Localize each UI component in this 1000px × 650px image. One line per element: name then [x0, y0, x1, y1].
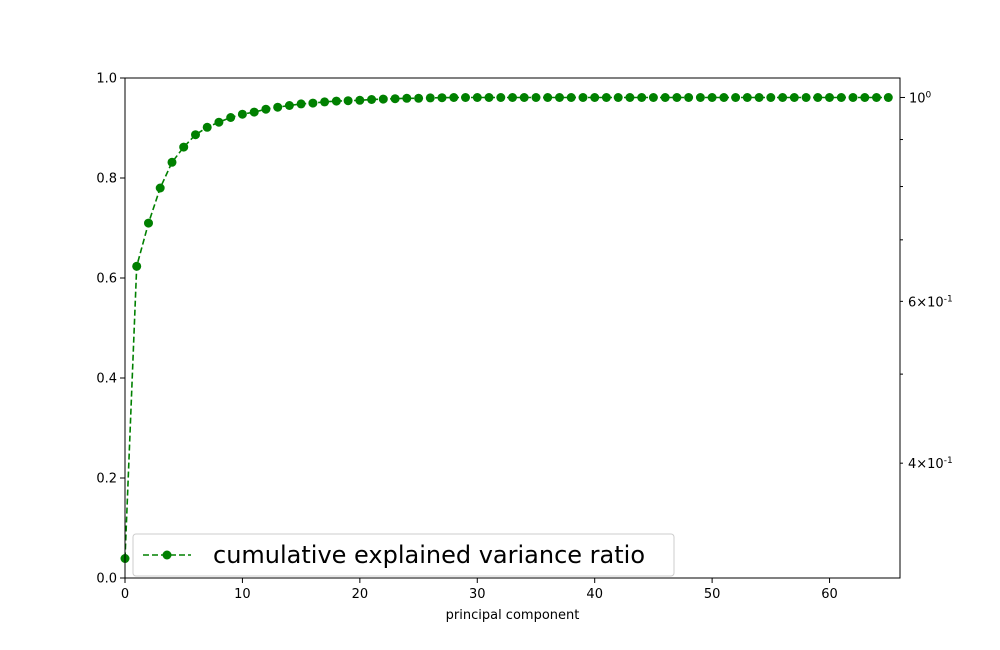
data-point — [273, 102, 283, 112]
data-point — [695, 93, 705, 102]
data-point — [367, 95, 377, 104]
secondary-y-minor-tick-label: 6×10-1 — [908, 294, 953, 310]
data-point — [789, 93, 799, 102]
data-point — [684, 93, 694, 102]
data-point — [613, 93, 623, 102]
data-point — [484, 93, 494, 102]
data-point — [731, 93, 741, 102]
data-point — [284, 101, 294, 110]
secondary-y-tick-label: 100 — [909, 90, 932, 106]
y-tick-label: 0.2 — [96, 472, 117, 487]
y-tick-label: 1.0 — [96, 72, 117, 87]
data-point — [496, 93, 506, 102]
x-tick-label: 20 — [352, 587, 369, 602]
data-point — [860, 93, 870, 102]
data-point — [437, 93, 447, 103]
legend: cumulative explained variance ratio — [132, 533, 675, 577]
x-axis: 0 10 20 30 40 50 60 — [121, 578, 838, 602]
x-tick-label: 60 — [821, 587, 838, 602]
data-point — [754, 93, 764, 102]
data-point — [848, 93, 858, 102]
secondary-y-minor-tick-label: 4×10-1 — [908, 456, 953, 472]
data-point — [519, 93, 529, 102]
plot-frame — [124, 77, 901, 579]
data-point — [672, 93, 682, 102]
data-point — [801, 93, 811, 102]
data-point — [214, 117, 224, 127]
data-point — [249, 107, 259, 117]
x-tick-label: 0 — [121, 587, 129, 602]
x-tick-label: 10 — [234, 587, 251, 602]
data-point — [508, 93, 517, 102]
y-tick-label: 0.6 — [96, 272, 117, 287]
legend-label: cumulative explained variance ratio — [213, 541, 645, 569]
data-point — [355, 95, 365, 105]
data-point — [449, 93, 459, 102]
y-tick-label: 0.4 — [96, 372, 117, 387]
plot-background — [125, 78, 900, 578]
data-point — [414, 93, 424, 103]
data-point — [144, 218, 153, 228]
data-point — [237, 109, 247, 119]
data-point — [226, 113, 236, 122]
data-point — [766, 93, 776, 102]
data-point — [566, 93, 576, 102]
data-point — [578, 93, 588, 102]
x-tick-label: 50 — [704, 587, 721, 602]
data-point — [461, 93, 470, 102]
data-point — [601, 93, 611, 102]
right-y-axis: 100 4×10-1 6×10-1 — [900, 90, 953, 472]
data-point — [167, 157, 177, 167]
data-point — [308, 98, 318, 108]
left-y-axis: 0.0 0.2 0.4 0.6 0.8 1.0 — [96, 72, 125, 587]
data-point — [331, 96, 341, 106]
data-point — [883, 93, 893, 102]
data-point — [261, 104, 271, 114]
data-point — [531, 93, 541, 102]
data-point — [296, 99, 306, 109]
data-point — [872, 93, 881, 102]
data-point — [179, 142, 189, 152]
data-point — [320, 97, 330, 107]
data-point — [742, 93, 752, 102]
series-layer — [120, 93, 893, 563]
plot-area — [125, 78, 900, 578]
data-point — [543, 93, 553, 102]
data-point — [836, 93, 846, 102]
data-point — [390, 94, 400, 104]
data-point — [472, 93, 482, 102]
data-point — [555, 93, 564, 102]
data-point — [625, 93, 635, 102]
y-tick-label: 0.0 — [96, 572, 117, 587]
data-point — [378, 94, 388, 104]
data-point — [132, 261, 142, 271]
legend-box — [132, 533, 675, 577]
data-point — [402, 93, 412, 103]
data-point — [778, 93, 788, 102]
data-point — [719, 93, 729, 102]
data-point — [590, 93, 600, 102]
data-point — [191, 130, 200, 140]
data-point — [813, 93, 823, 102]
data-point — [343, 96, 353, 106]
data-point — [707, 93, 717, 102]
legend-swatch-marker — [162, 550, 172, 560]
data-point — [637, 93, 647, 102]
data-point — [425, 93, 435, 103]
data-point — [825, 93, 834, 102]
x-tick-label: 40 — [586, 587, 603, 602]
data-point — [648, 93, 658, 102]
y-tick-label: 0.8 — [96, 172, 117, 187]
data-point — [660, 93, 670, 102]
x-axis-label: principal component — [446, 608, 580, 623]
x-tick-label: 30 — [469, 587, 486, 602]
data-point — [155, 183, 165, 193]
data-point — [202, 122, 212, 132]
